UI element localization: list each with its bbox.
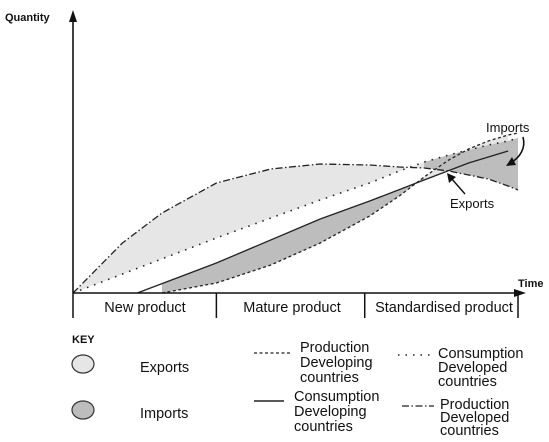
y-axis-arrow — [69, 10, 77, 22]
annotation-exports: Exports — [450, 196, 495, 211]
annotation-imports-arrowhead — [506, 157, 516, 166]
annotation-imports: Imports — [486, 120, 530, 135]
key-title: KEY — [72, 334, 95, 346]
key-swatch-imports — [71, 400, 95, 420]
x-axis-label: Time — [518, 278, 543, 290]
x-axis-arrow — [514, 289, 526, 297]
stage-label-standardised-product: Standardised product — [375, 300, 513, 316]
key-label-exports: Exports — [140, 360, 189, 376]
key-label-imports: Imports — [140, 406, 188, 422]
stage-label-mature-product: Mature product — [243, 300, 341, 316]
shaded-regions — [73, 135, 518, 293]
region-imports-2 — [162, 177, 425, 293]
region-exports-0 — [73, 162, 425, 293]
annotation-exports-arrow — [450, 177, 466, 195]
key-text-consumption-developed: Consumption Developed countries — [438, 346, 527, 390]
key-text-production-developed: Production Developed countries — [440, 397, 513, 439]
stage-label-new-product: New product — [104, 300, 185, 316]
y-axis-label: Quantity — [5, 12, 50, 24]
region-imports-3 — [424, 138, 518, 190]
annotation-exports-arrowhead — [447, 173, 456, 183]
key-text-consumption-developing: Consumption Developing countries — [294, 389, 383, 435]
key-text-production-developing: Production Developing countries — [300, 340, 377, 386]
key-swatch-exports — [71, 354, 95, 374]
series-line-consumption-developing — [137, 150, 509, 294]
series-line-production-developed — [72, 163, 519, 294]
series-lines — [72, 132, 519, 294]
